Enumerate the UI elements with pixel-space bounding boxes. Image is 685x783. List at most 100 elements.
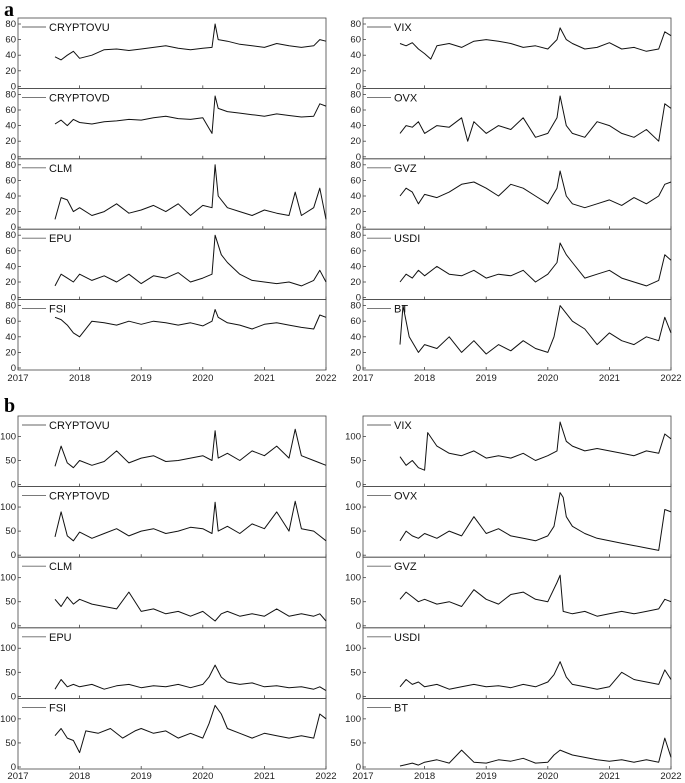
series-line-bt [399,305,672,355]
subplot-a-gvz: 0 20 40 60 80 GVZ [350,158,672,233]
plots-group: 0 20 40 60 80 CRYPTOVU 0 20 40 60 80 CRYPTOVD 0 20 40 6… [0,17,682,782]
series-label: EPU [49,233,72,245]
series-line-ovx [399,492,672,551]
y-tick-label: 40 [350,332,361,343]
y-tick-label: 100 [0,573,16,584]
series-line-fsi [54,704,327,754]
x-tick-label: 2019 [131,771,152,782]
subplot-b-clm: 0 50 100 CLM [0,556,327,632]
subplot-a-usdi: 0 20 40 60 80 USDI [350,228,672,304]
x-tick-label: 2019 [131,373,152,384]
y-tick-label: 80 [5,301,16,312]
series-label: GVZ [394,561,417,573]
y-tick-label: 50 [350,456,361,467]
y-tick-label: 100 [0,714,16,725]
y-tick-label: 60 [350,175,361,186]
y-tick-label: 50 [350,526,361,537]
series-label: CLM [49,561,72,573]
y-tick-label: 40 [5,50,16,61]
subplot-b-epu: 0 50 100 EPU [0,627,327,702]
series-line-clm [54,164,327,220]
y-tick-label: 50 [5,738,16,749]
x-tick-label: 2020 [537,373,558,384]
y-tick-label: 20 [350,136,361,147]
y-tick-label: 80 [350,160,361,171]
y-tick-label: 0 [11,550,16,561]
series-label: OVX [394,491,418,503]
subplot-a-clm: 0 20 40 60 80 CLM [5,158,327,233]
series-line-usdi [399,242,672,287]
y-tick-label: 50 [5,456,16,467]
y-tick-label: 80 [5,19,16,30]
x-tick-label: 2021 [254,771,275,782]
series-label: USDI [394,233,420,245]
y-tick-label: 40 [5,261,16,272]
subplot-b-ovx: 0 50 100 OVX [345,486,672,561]
subplot-a-fsi: 0 20 40 60 80 FSI [5,299,327,374]
series-line-ovx [399,95,672,142]
series-label: EPU [49,632,72,644]
y-tick-label: 80 [350,89,361,100]
y-tick-label: 0 [356,363,361,374]
y-tick-label: 0 [356,621,361,632]
x-tick-label: 2018 [69,373,90,384]
x-tick-label: 2018 [414,771,435,782]
x-tick-label: 2021 [254,373,275,384]
x-tick-label: 2022 [315,373,336,384]
y-tick-label: 20 [5,277,16,288]
series-label: CRYPTOVD [49,92,110,104]
y-tick-label: 0 [11,363,16,374]
series-line-cryptovd [54,500,327,542]
y-tick-label: 100 [0,643,16,654]
series-label: USDI [394,632,420,644]
x-tick-label: 2019 [476,373,497,384]
subplot-frame [362,299,672,371]
x-tick-label: 2017 [7,373,28,384]
subplot-frame [362,698,672,770]
y-tick-label: 0 [356,762,361,773]
y-tick-label: 80 [5,230,16,241]
x-tick-label: 2022 [315,771,336,782]
y-tick-label: 100 [0,502,16,513]
y-tick-label: 20 [5,207,16,218]
x-tick-label: 2022 [660,373,681,384]
x-tick-label: 2017 [352,771,373,782]
y-tick-label: 100 [0,431,16,442]
y-tick-label: 100 [345,502,361,513]
series-line-fsi [54,309,327,338]
series-label: CRYPTOVU [49,22,110,34]
subplot-a-vix: 0 20 40 60 80 VIX [350,17,672,92]
y-tick-label: 0 [11,691,16,702]
x-tick-label: 2017 [352,373,373,384]
x-tick-label: 2019 [476,771,497,782]
y-tick-label: 0 [356,293,361,304]
series-label: GVZ [394,163,417,175]
y-tick-label: 0 [11,293,16,304]
y-tick-label: 40 [350,261,361,272]
series-line-clm [54,591,327,622]
y-tick-label: 0 [11,81,16,92]
y-tick-label: 20 [350,66,361,77]
y-tick-label: 80 [5,89,16,100]
y-tick-label: 0 [11,222,16,233]
y-tick-label: 0 [11,480,16,491]
y-tick-label: 100 [345,643,361,654]
x-tick-label: 2018 [69,771,90,782]
series-label: CRYPTOVU [49,420,110,432]
y-tick-label: 0 [11,152,16,163]
y-tick-label: 60 [350,246,361,257]
series-line-gvz [399,574,672,617]
x-tick-label: 2018 [414,373,435,384]
subplot-b-gvz: 0 50 100 GVZ [345,556,672,632]
panel-letter-b: b [4,395,15,417]
y-tick-label: 20 [350,347,361,358]
y-tick-label: 60 [5,35,16,46]
series-label: FSI [49,304,66,316]
series-line-cryptovu [54,23,327,61]
y-tick-label: 40 [350,50,361,61]
series-line-epu [54,234,327,287]
y-tick-label: 0 [11,621,16,632]
y-tick-label: 20 [5,66,16,77]
series-label: CLM [49,163,72,175]
